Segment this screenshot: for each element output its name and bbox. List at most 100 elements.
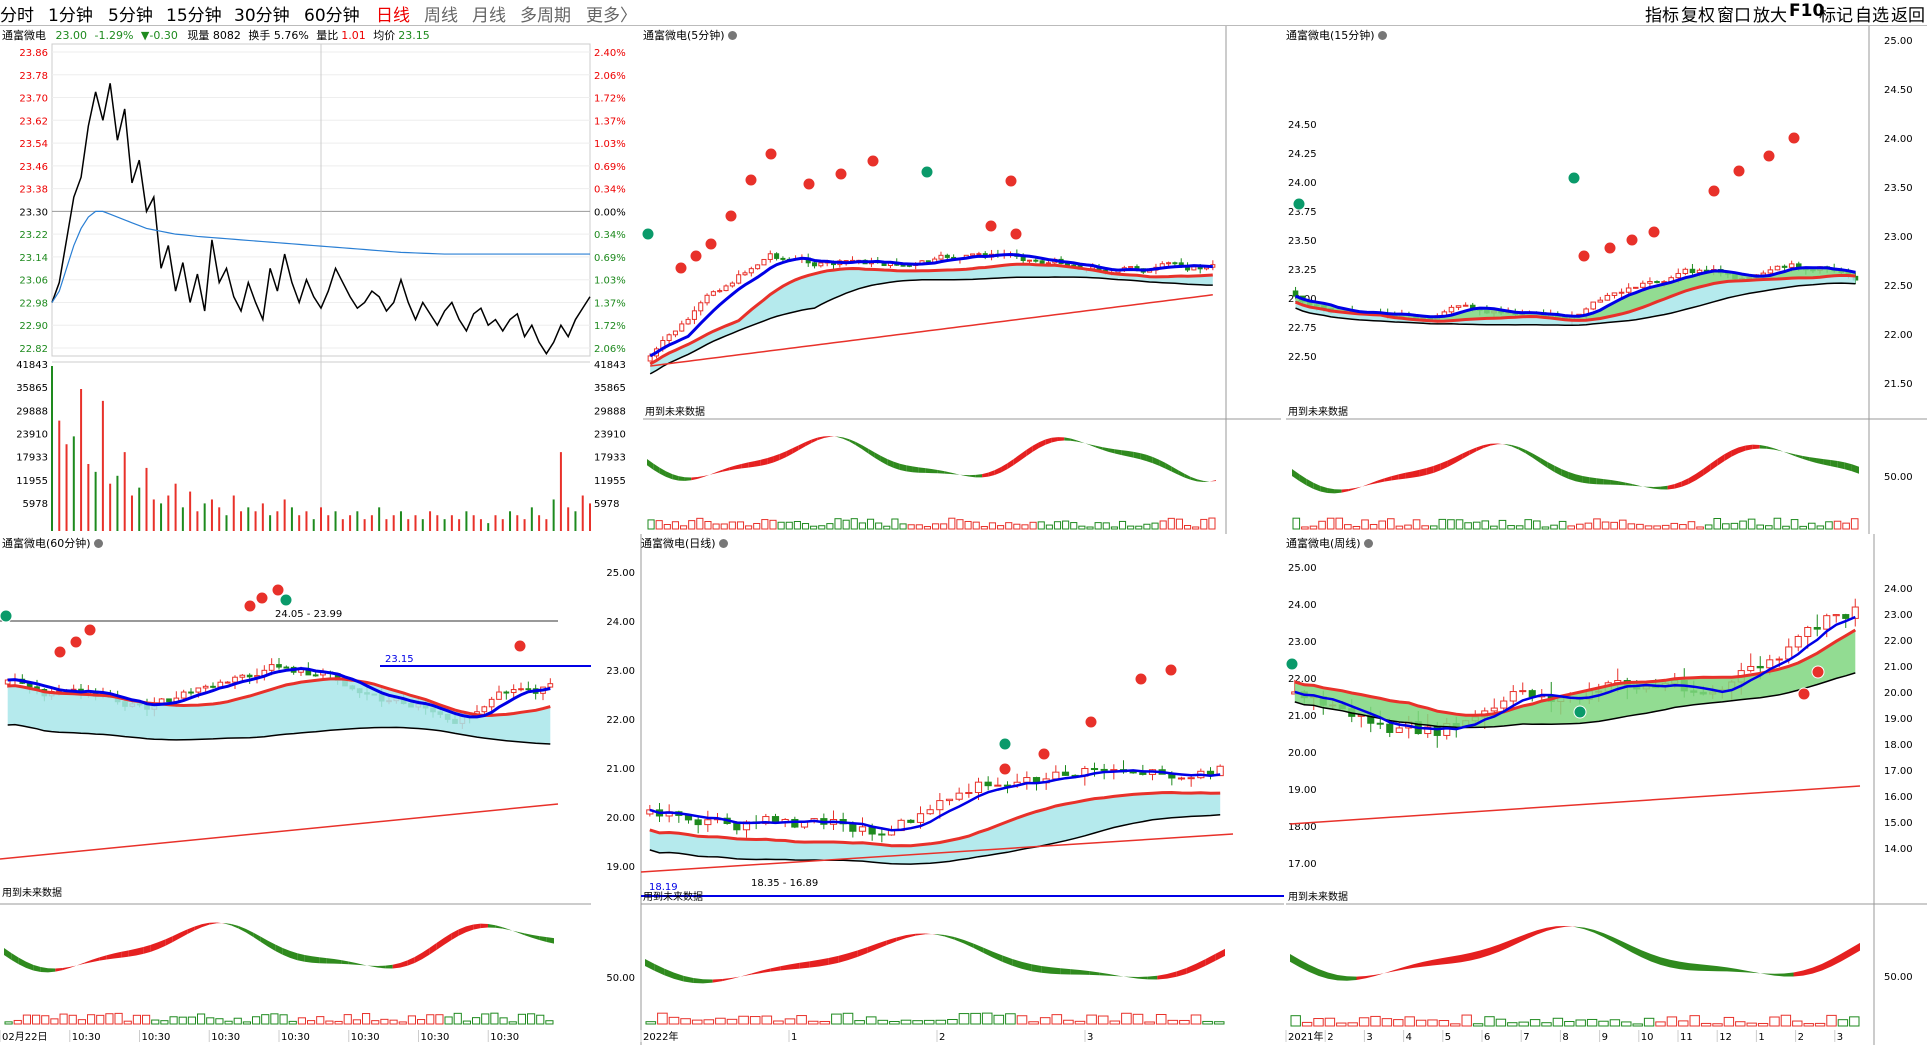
tab-1min[interactable]: 1分钟 [48,6,93,26]
osc15-osc-seg [1490,443,1498,446]
red-coin [1762,149,1776,163]
sub5-bar [696,517,704,530]
settings-icon[interactable] [727,31,737,40]
green-coin [279,593,293,607]
volume-tick-label-right: 17933 [594,453,626,464]
sub5-bar [1053,521,1062,530]
osc15-osc-seg [1603,479,1611,485]
sub60-bar [426,1014,435,1025]
tab-multi-period[interactable]: 多周期 [520,6,571,26]
sub5-bar [923,526,932,530]
oscd-osc-seg [741,973,752,977]
osc15-osc-seg [1710,458,1718,471]
osc5-osc-seg [988,470,995,477]
osc60-osc-seg [385,964,393,969]
cyan-band [1295,275,1856,326]
btn-mark[interactable]: 标记 [1819,6,1853,26]
btn-watchlist[interactable]: 自选 [1855,6,1889,26]
osc60-osc-seg [312,956,320,964]
sub5-bar [972,521,980,530]
osc5-osc-seg [647,459,654,470]
red-coin [83,623,97,637]
tab-fenshi[interactable]: 分时 [0,6,34,26]
oscd-osc-seg [1031,964,1042,973]
cw-candle [1490,707,1498,712]
x60-x-tick: 02月22日 [2,1031,47,1043]
pct-tick-label: 0.34% [594,230,626,241]
cd-candle [1129,771,1137,774]
tab-more[interactable]: 更多〉 [586,6,637,26]
oscd-osc-seg [1138,976,1148,980]
subd-bar [691,1019,703,1025]
settings-icon[interactable] [1363,539,1373,548]
red-coin [1603,241,1617,255]
sub15-bar [1593,518,1601,530]
osc5-osc-seg [868,448,875,458]
osc5-osc-seg [773,453,780,463]
osc60-osc-seg [458,926,466,936]
osc5-osc-seg [1102,447,1109,452]
subd-bar [1063,1019,1074,1025]
ma-black [649,276,1213,375]
sub15-bar [1567,525,1575,530]
xw-x-tick: 9 [1602,1032,1608,1043]
c15-candle [1618,291,1625,294]
red-coin [744,173,758,187]
oscd-osc-seg [867,943,877,954]
subd-bar [784,1018,796,1025]
osc60-osc-seg [11,952,19,965]
osc15-osc-seg [1575,474,1583,483]
osc15-osc-seg [1667,484,1675,490]
sub15-bar [1670,522,1679,530]
c5-candle [666,334,672,342]
subw-bar [1700,1022,1712,1027]
osc60-osc-seg [114,951,122,959]
annotation-range: 18.35 - 16.89 [751,878,818,889]
btn-adjust[interactable]: 复权 [1681,6,1715,26]
cd-candle [762,816,770,824]
subw-bar [1438,1020,1450,1027]
osc60-osc-seg [62,966,70,971]
settings-icon[interactable] [93,539,103,548]
btn-f10[interactable]: F10 [1789,1,1825,21]
cw-candle [1804,626,1812,637]
osc5-osc-seg [1108,448,1115,454]
y-tick-right: 15.00 [1884,818,1913,829]
tab-30min[interactable]: 30分钟 [234,6,290,26]
osc15-osc-seg [1497,443,1505,445]
osc60-osc-seg [26,961,34,971]
tab-5min[interactable]: 5分钟 [108,6,153,26]
title-5min: 通富微电(5分钟) [643,27,737,43]
osc15-osc-seg [1625,482,1633,486]
tab-60min[interactable]: 60分钟 [304,6,360,26]
osc60-osc-seg [48,968,56,973]
green-coin [920,165,934,179]
sub60-bar [435,1014,444,1025]
oscw-osc-seg [1394,966,1404,972]
osc15-osc-seg [1483,443,1491,449]
btn-window[interactable]: 窗口 [1717,6,1751,26]
pct-tick-label: 0.34% [594,185,626,196]
sub5-bar [1151,522,1159,530]
settings-icon[interactable] [718,539,728,548]
settings-icon[interactable] [1377,31,1387,40]
oscd-osc-seg [828,955,839,965]
subw-bar [1358,1017,1370,1027]
btn-back[interactable]: 返回 [1891,6,1925,26]
btn-indicator[interactable]: 指标 [1645,6,1679,26]
oscw-osc-seg [1632,945,1642,958]
tab-15min[interactable]: 15分钟 [166,6,222,26]
tab-daily[interactable]: 日线 [376,6,410,26]
y-tick-right: 22.50 [1884,281,1913,292]
oscd-osc-seg [790,962,800,970]
sub60-bar [407,1015,417,1025]
tab-weekly[interactable]: 周线 [424,6,458,26]
y-tick: 25.00 [606,568,635,579]
y-tick-right: 20.00 [1884,688,1913,699]
osc15-osc-seg [1377,478,1385,484]
osc5-osc-seg [805,439,812,447]
oscd-osc-seg [896,935,906,942]
sub5-bar [745,525,753,530]
tab-monthly[interactable]: 月线 [472,6,506,26]
btn-zoom[interactable]: 放大 [1753,6,1787,26]
